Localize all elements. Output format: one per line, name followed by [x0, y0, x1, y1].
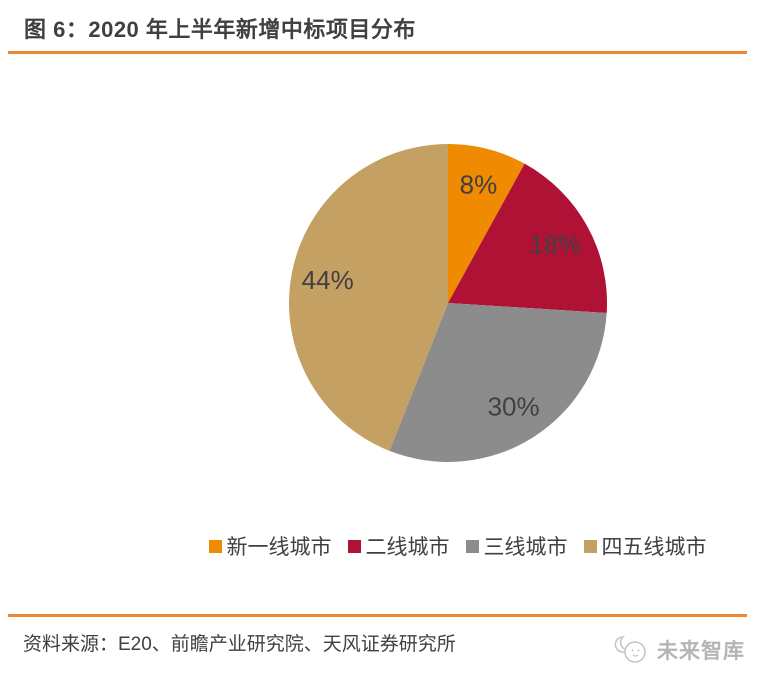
legend-swatch: [465, 539, 479, 553]
pie-slice-3: [389, 303, 607, 462]
legend-label: 四五线城市: [601, 536, 707, 559]
pie-slice-1: [448, 144, 525, 303]
legend-item-4: 四五线城市: [583, 531, 707, 561]
legend-item-1: 新一线城市: [208, 531, 332, 561]
legend-item-3: 三线城市: [465, 531, 568, 561]
legend-label: 三线城市: [483, 536, 568, 559]
legend-swatch: [347, 539, 361, 553]
source-text: 资料来源：E20、前瞻产业研究院、天风证券研究所: [23, 634, 456, 655]
legend-item-2: 二线城市: [347, 531, 450, 561]
pie-value-label: 30%: [488, 391, 540, 421]
chart-legend: 新一线城市 二线城市 三线城市 四五线城市: [0, 531, 757, 561]
brand-name: 未来智库: [657, 640, 745, 663]
legend-swatch: [583, 539, 597, 553]
brand-logo: 未来智库: [613, 634, 745, 666]
pie-value-label: 44%: [302, 265, 354, 295]
pie-slice-4: [289, 144, 448, 451]
pie-value-label: 8%: [460, 169, 498, 199]
legend-label: 新一线城市: [226, 536, 332, 559]
moon-face-icon: [614, 636, 646, 663]
footer-divider: [8, 614, 747, 617]
pie-slice-2: [448, 163, 608, 313]
pie-value-label: 18%: [529, 229, 581, 259]
legend-label: 二线城市: [365, 536, 450, 559]
title-divider: [8, 51, 747, 54]
figure-title: 图 6：2020 年上半年新增中标项目分布: [24, 17, 416, 42]
legend-swatch: [208, 539, 222, 553]
